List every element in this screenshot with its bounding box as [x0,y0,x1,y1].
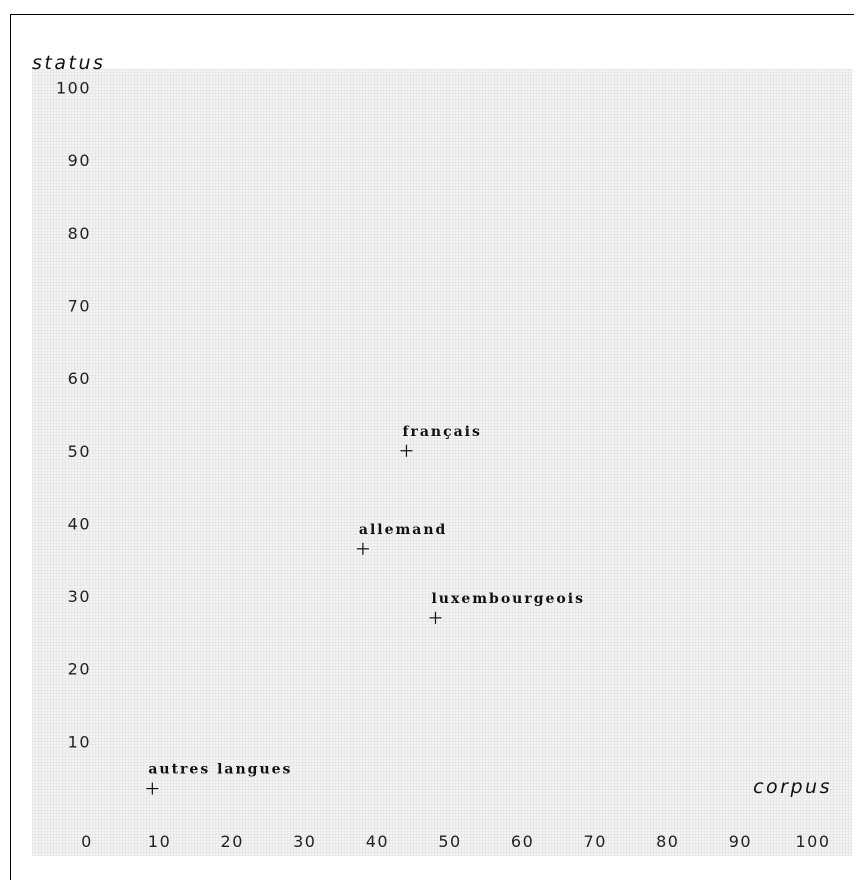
y-tick-label: 40 [68,514,91,533]
data-point: autres langues [146,762,292,795]
plot-area [32,69,852,856]
data-point: luxembourgeois [429,591,584,624]
x-tick-label: 10 [148,832,171,851]
x-tick-label: 30 [293,832,316,851]
y-tick-label: 50 [68,442,91,461]
x-tick-label: 60 [511,832,534,851]
y-tick-label: 80 [68,224,91,243]
x-axis-title: corpus [753,776,832,798]
y-axis-ticks: 10 20 30 40 50 60 70 80 90 100 [56,79,91,752]
data-point: français [400,424,481,457]
x-tick-label: 100 [795,832,830,851]
x-tick-label: 40 [366,832,389,851]
y-tick-label: 90 [68,151,91,170]
y-tick-label: 60 [68,369,91,388]
data-points: français allemand luxembourgeois autres lan… [146,424,584,795]
y-tick-label: 70 [68,296,91,315]
y-tick-label: 10 [68,732,91,751]
x-axis-ticks: 0 10 20 30 40 50 60 70 80 90 100 [81,832,830,851]
x-tick-label: 20 [221,832,244,851]
x-tick-label: 80 [656,832,679,851]
y-tick-label: 30 [68,587,91,606]
y-tick-label: 100 [56,79,91,98]
x-tick-label: 70 [584,832,607,851]
point-label: allemand [359,522,447,538]
x-tick-label: 50 [438,832,461,851]
x-tick-label: 0 [81,832,93,851]
y-axis-title: status [32,52,105,74]
point-label: autres langues [148,762,292,778]
y-tick-label: 20 [68,660,91,679]
point-label: français [402,424,481,440]
data-point: allemand [356,522,447,555]
point-label: luxembourgeois [431,591,584,607]
x-tick-label: 90 [729,832,752,851]
